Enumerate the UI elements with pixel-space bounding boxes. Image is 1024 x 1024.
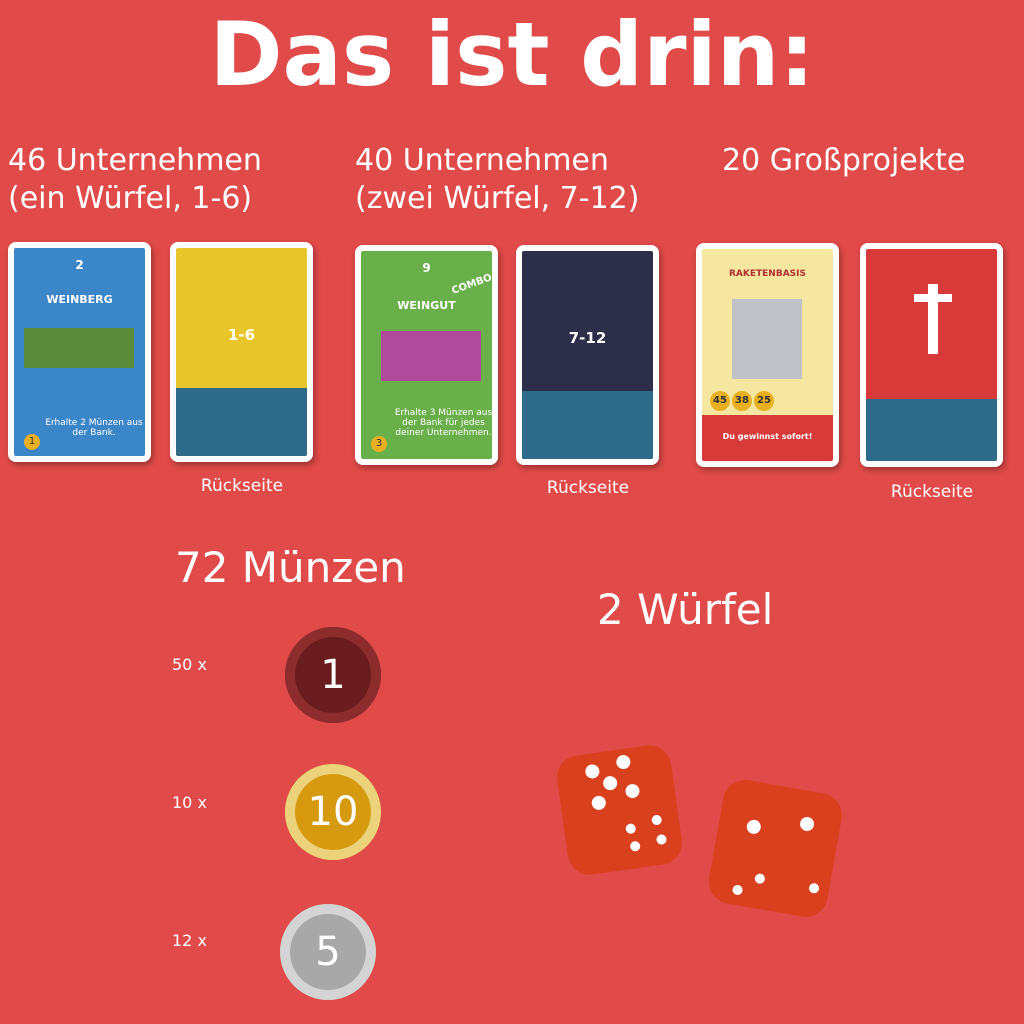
die bbox=[557, 745, 682, 875]
dice bbox=[557, 745, 842, 917]
coin-count: 10 x bbox=[172, 793, 207, 812]
illustration bbox=[732, 299, 802, 379]
illustration bbox=[24, 328, 134, 368]
skyline bbox=[866, 399, 997, 461]
coin: 1 bbox=[285, 627, 381, 723]
card-front: 2 WEINBERG Erhalte 2 Münzen aus der Bank… bbox=[8, 242, 151, 462]
cost: 3 bbox=[371, 436, 387, 452]
skyline bbox=[176, 388, 307, 456]
coin-count: 12 x bbox=[172, 931, 207, 950]
card-label: 7-12 bbox=[568, 329, 607, 347]
price: 45 bbox=[710, 391, 730, 411]
price: 38 bbox=[732, 391, 752, 411]
badge: COMBO bbox=[450, 272, 494, 297]
card-number: 2 bbox=[75, 258, 84, 272]
tower-icon bbox=[928, 284, 938, 354]
price: 25 bbox=[754, 391, 774, 411]
card-text: Du gewinnst sofort! bbox=[722, 432, 813, 441]
card-back: 7-12 bbox=[516, 245, 659, 465]
card-back: 1-6 bbox=[170, 242, 313, 462]
card-front: 9 COMBO WEINGUT Erhalte 3 Münzen aus der… bbox=[355, 245, 498, 465]
coin-count: 50 x bbox=[172, 655, 207, 674]
caption: Rückseite bbox=[200, 476, 284, 496]
heading: 46 Unternehmen (ein Würfel, 1-6) bbox=[8, 142, 262, 218]
card-text: Erhalte 2 Münzen aus der Bank. bbox=[45, 418, 143, 438]
heading-line: (ein Würfel, 1-6) bbox=[8, 181, 253, 216]
footer bbox=[702, 415, 833, 461]
caption: Rückseite bbox=[546, 478, 630, 498]
dice-heading: 2 Würfel bbox=[597, 585, 774, 634]
card-name: RAKETENBASIS bbox=[729, 269, 806, 279]
skyline bbox=[522, 391, 653, 459]
coin: 5 bbox=[280, 904, 376, 1000]
heading: 20 Großprojekte bbox=[722, 142, 965, 180]
card-label: 1-6 bbox=[227, 326, 256, 344]
coins-heading: 72 Münzen bbox=[175, 543, 406, 592]
heading: 40 Unternehmen (zwei Würfel, 7-12) bbox=[355, 142, 639, 218]
prices: 45 38 25 bbox=[710, 391, 774, 411]
card-name: WEINBERG bbox=[46, 293, 113, 306]
heading-line: 40 Unternehmen bbox=[355, 143, 609, 178]
coin: 10 bbox=[285, 764, 381, 860]
card-name: WEINGUT bbox=[397, 299, 456, 312]
caption: Rückseite bbox=[890, 482, 974, 502]
cost: 1 bbox=[24, 434, 40, 450]
illustration bbox=[381, 331, 481, 381]
card-back bbox=[860, 243, 1003, 467]
die bbox=[708, 779, 842, 917]
card-text: Erhalte 3 Münzen aus der Bank für jedes … bbox=[394, 408, 493, 438]
heading-line: 46 Unternehmen bbox=[8, 143, 262, 178]
heading-line: 20 Großprojekte bbox=[722, 143, 966, 178]
heading-line: (zwei Würfel, 7-12) bbox=[355, 181, 640, 216]
card-number: 9 bbox=[422, 261, 431, 275]
card-front: RAKETENBASIS 45 38 25 Du gewinnst sofort… bbox=[696, 243, 839, 467]
title: Das ist drin: bbox=[209, 3, 815, 106]
tower-icon bbox=[914, 294, 952, 302]
